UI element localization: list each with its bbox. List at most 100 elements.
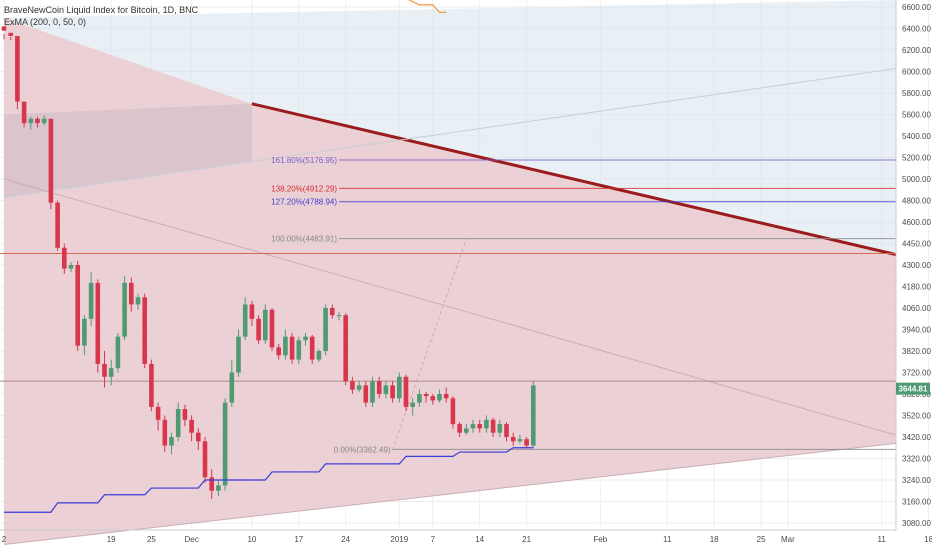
price-tick-label: 4060.00 <box>902 304 931 313</box>
candle-body <box>242 304 248 337</box>
price-tick-label: 3720.00 <box>902 369 931 378</box>
price-tick-label: 5800.00 <box>902 89 931 98</box>
time-tick-label: 21 <box>522 535 531 544</box>
candle-body <box>477 424 482 429</box>
candle-body <box>55 202 60 248</box>
price-tick-label: 4300.00 <box>902 261 931 270</box>
candle-body <box>289 336 295 360</box>
candle-body <box>175 409 181 437</box>
candle-body <box>376 381 382 394</box>
candle-body <box>497 424 503 433</box>
candle-body <box>222 402 228 486</box>
price-tick-label: 6600.00 <box>902 3 931 12</box>
time-tick-label: 11 <box>878 535 887 544</box>
labels-layer: 3644.81 <box>896 382 930 395</box>
candle-body <box>216 485 221 491</box>
candle-body <box>41 118 47 124</box>
candle-body <box>196 432 201 442</box>
candle-body <box>464 428 469 433</box>
candle-body <box>1 26 7 31</box>
price-tick-label: 3080.00 <box>902 519 931 528</box>
candle-body <box>443 394 449 399</box>
candle-body <box>403 376 409 407</box>
candle-body <box>370 381 375 403</box>
candle-body <box>129 282 134 305</box>
price-tick-label: 5000.00 <box>902 175 931 184</box>
candle-body <box>28 118 34 124</box>
candle-body <box>531 385 536 446</box>
candle-body <box>437 394 442 401</box>
candle-body <box>169 437 174 446</box>
candle-body <box>356 385 362 390</box>
time-tick-label: Dec <box>184 535 198 544</box>
candle-body <box>256 318 261 341</box>
candle-body <box>410 402 415 407</box>
fib-level-label: 0.00%(3362.49) <box>334 445 391 454</box>
legend: BraveNewCoin Liquid Index for Bitcoin, 1… <box>4 4 198 28</box>
fib-level-label: 138.20%(4912.29) <box>271 184 337 193</box>
time-tick-label: 11 <box>663 535 672 544</box>
price-tick-label: 3160.00 <box>902 498 931 507</box>
candle-body <box>75 265 80 346</box>
candle-body <box>457 424 462 433</box>
price-tick-label: 4450.00 <box>902 240 931 249</box>
candle-body <box>68 265 74 269</box>
candle-body <box>417 394 422 403</box>
price-tick-label: 4800.00 <box>902 197 931 206</box>
candle-body <box>115 336 121 369</box>
fib-level-label: 100.00%(4483.91) <box>271 235 337 244</box>
price-tick-label: 3420.00 <box>902 433 931 442</box>
price-tick-label: 3820.00 <box>902 347 931 356</box>
candles-layer <box>1 26 536 499</box>
time-tick-label: 18 <box>924 535 932 544</box>
candle-body <box>95 282 101 364</box>
exma-layer <box>4 0 534 513</box>
last-price-badge <box>896 382 930 395</box>
price-tick-label: 5600.00 <box>902 111 931 120</box>
candle-body <box>229 372 235 403</box>
levels-layer: 161.80%(5176.95) 138.20%(4912.29) 127.20%(… <box>0 156 896 454</box>
candle-body <box>276 347 281 356</box>
candle-body <box>269 309 275 348</box>
candle-body <box>303 336 308 341</box>
candle-body <box>383 385 389 394</box>
time-tick-label: 2 <box>2 535 7 544</box>
candle-body <box>8 32 13 37</box>
candle-body <box>316 351 322 360</box>
candle-body <box>490 419 496 433</box>
time-tick-label: Mar <box>781 535 795 544</box>
candle-body <box>309 336 315 360</box>
candle-body <box>82 318 87 346</box>
candle-body <box>142 297 147 364</box>
candle-body <box>390 385 395 399</box>
candle-body <box>350 381 355 390</box>
candle-body <box>62 247 67 269</box>
price-tick-label: 4180.00 <box>902 283 931 292</box>
candle-body <box>423 394 429 397</box>
candle-body <box>48 118 54 203</box>
candle-body <box>102 363 107 377</box>
candle-body <box>236 336 241 373</box>
indicator-label: ExMA (200, 0, 50, 0) <box>4 17 87 27</box>
time-tick-label: 24 <box>341 535 350 544</box>
price-tick-label: 6000.00 <box>902 68 931 77</box>
candle-body <box>330 308 335 316</box>
time-tick-label: 2019 <box>390 535 408 544</box>
time-tick-label: Feb <box>593 535 607 544</box>
price-tick-label: 3520.00 <box>902 412 931 421</box>
candle-body <box>15 36 20 102</box>
candle-body <box>122 282 127 337</box>
candle-body <box>450 398 456 425</box>
candle-body <box>517 439 523 442</box>
price-tick-label: 6400.00 <box>902 25 931 34</box>
fib-level-label: 161.80%(5176.95) <box>271 156 337 165</box>
mid-diagonal-line <box>3 178 897 436</box>
time-tick-label: 25 <box>147 535 156 544</box>
candle-body <box>263 309 268 341</box>
candle-body <box>88 282 94 319</box>
downtrend-thick <box>251 102 897 257</box>
candle-body <box>504 424 509 437</box>
candle-body <box>323 308 328 351</box>
